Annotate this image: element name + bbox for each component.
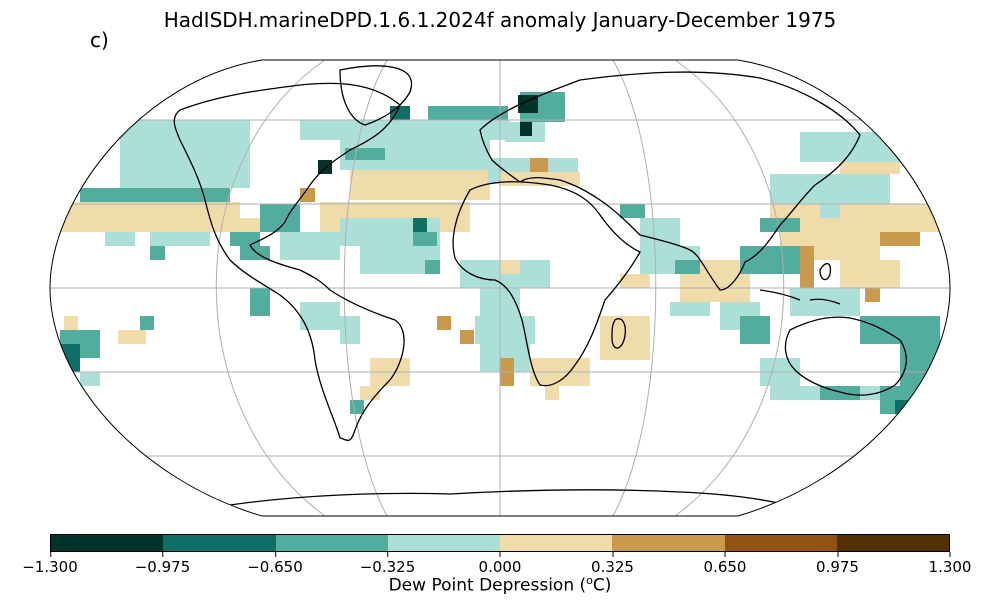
colorbar-tick: −0.325 [359, 552, 416, 576]
colorbar-segment [612, 535, 725, 551]
colorbar-tick: −0.650 [247, 552, 303, 576]
world-map [49, 59, 951, 517]
colorbar-label: Dew Point Depression (oC) [0, 574, 1000, 596]
colorbar-tick: 0.325 [591, 552, 634, 576]
colorbar-label-suffix: C) [592, 575, 612, 596]
colorbar-tick: 0.650 [703, 552, 747, 576]
graticule [50, 60, 950, 516]
colorbar-tick-label: 1.300 [928, 558, 972, 576]
colorbar-tick: 0.000 [478, 552, 522, 576]
colorbar-tick-label: 0.650 [703, 558, 747, 576]
colorbar-label-sup: o [586, 574, 593, 587]
colorbar-segment [51, 535, 164, 551]
colorbar-segment [163, 535, 276, 551]
colorbar-tick: −0.975 [134, 552, 191, 576]
colorbar-segment [500, 535, 613, 551]
colorbar-tick-label: 0.325 [591, 558, 634, 576]
colorbar-segment [724, 535, 837, 551]
colorbar-segment [275, 535, 388, 551]
colorbar [50, 534, 950, 552]
colorbar-tick-label: −0.325 [359, 558, 416, 576]
colorbar-tick-label: −0.650 [247, 558, 303, 576]
colorbar-segment [836, 535, 949, 551]
colorbar-tick-label: 0.000 [478, 558, 522, 576]
colorbar-ticks: −1.300 −0.975 −0.650 −0.325 0.000 0.325 … [0, 552, 1000, 582]
colorbar-tick: −1.300 [22, 552, 78, 576]
colorbar-tick-label: 0.975 [816, 558, 859, 576]
colorbar-tick: 1.300 [928, 552, 972, 576]
panel-label: c) [90, 28, 109, 52]
colorbar-segment [387, 535, 500, 551]
anomaly-grid [60, 92, 940, 414]
figure-title: HadISDH.marineDPD.1.6.1.2024f anomaly Ja… [163, 8, 837, 32]
colorbar-tick-label: −0.975 [134, 558, 191, 576]
map-boundary [49, 59, 951, 517]
colorbar-label-prefix: Dew Point Depression ( [388, 575, 587, 596]
colorbar-tick: 0.975 [816, 552, 859, 576]
colorbar-tick-label: −1.300 [22, 558, 78, 576]
coastlines [173, 65, 907, 509]
